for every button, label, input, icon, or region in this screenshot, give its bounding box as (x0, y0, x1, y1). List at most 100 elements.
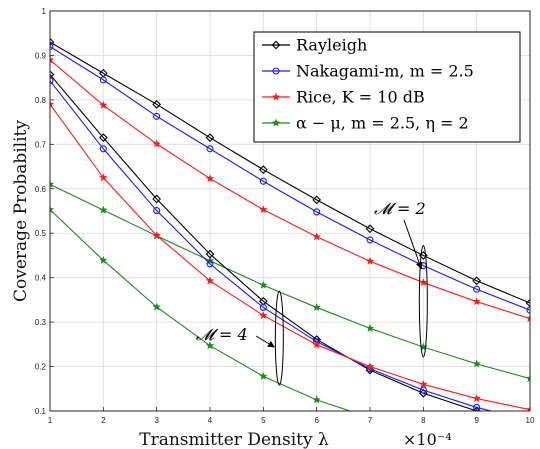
x-tick-label: 1 (48, 416, 53, 425)
data-point (99, 205, 108, 214)
y-tick-label: 0.8 (35, 96, 47, 105)
legend-entry-3: α − μ, m = 2.5, η = 2 (262, 114, 469, 133)
x-tick-label: 8 (421, 416, 426, 425)
legend: Rayleigh Nakagami-m, m = 2.5 Rice, K = 10 … (253, 31, 521, 143)
x-tick-label: 6 (314, 416, 319, 425)
x-tick-label: 3 (154, 416, 159, 425)
x-tick-label: 9 (474, 416, 479, 425)
plot-frame (49, 10, 531, 412)
data-point (152, 99, 162, 109)
data-point (152, 194, 162, 204)
legend-swatch-marker (271, 40, 281, 50)
legend-label: Rice, K = 10 dB (296, 88, 425, 107)
x-tick-label: 10 (526, 416, 535, 425)
series-line (50, 41, 530, 304)
data-point (419, 278, 428, 287)
group-ellipse-m2 (418, 244, 428, 358)
data-point (365, 362, 375, 371)
legend-entry-2: Rice, K = 10 dB (262, 88, 425, 107)
x-tick-label: 4 (208, 416, 213, 425)
series-7 (50, 205, 352, 411)
x-axis-title: Transmitter Density λ (139, 430, 329, 449)
data-point (313, 208, 321, 216)
data-point (50, 70, 55, 79)
data-point (99, 100, 108, 109)
legend-label: Nakagami-m, m = 2.5 (296, 62, 474, 81)
data-point (525, 405, 530, 411)
y-axis-title: Coverage Probability (11, 120, 31, 302)
data-point (312, 232, 321, 241)
data-point (50, 77, 54, 85)
axis-ticks: 1 2 3 4 5 6 7 8 9 10 0.1 0.2 0.3 0.4 0.5 0.6 0.7 0.8 0.9 1 (35, 7, 535, 425)
data-point (365, 256, 375, 265)
series-line (50, 74, 480, 411)
data-point (206, 145, 214, 153)
data-point (365, 323, 375, 332)
data-point (205, 249, 215, 259)
data-point (98, 133, 108, 143)
data-point (419, 386, 427, 394)
data-point (205, 341, 215, 350)
data-point (153, 207, 161, 215)
data-point (205, 174, 215, 183)
annotation-arrow-m2 (403, 219, 423, 270)
y-tick-label: 0.6 (35, 185, 47, 194)
data-point (50, 37, 55, 47)
group-ellipse-m4 (274, 290, 284, 386)
data-point (50, 99, 55, 108)
series-line (50, 183, 530, 380)
y-tick-label: 0.9 (35, 51, 47, 60)
data-point (99, 173, 108, 182)
data-point (206, 260, 214, 268)
data-point (259, 177, 267, 185)
data-point (473, 285, 481, 293)
series-line (50, 59, 530, 320)
y-tick-label: 0.4 (35, 274, 47, 283)
data-point (259, 280, 268, 289)
data-point (312, 302, 321, 312)
data-point (50, 55, 55, 64)
data-point (50, 43, 54, 51)
legend-swatch-marker (271, 92, 281, 101)
data-point (99, 145, 107, 153)
annotation-label-m2: 𝓜 = 2 (374, 199, 426, 218)
series-3 (50, 179, 530, 383)
data-point (365, 224, 375, 234)
y-tick-label: 0.2 (35, 363, 47, 372)
data-point (526, 306, 530, 314)
series-line (50, 104, 530, 411)
annotation-label-m4: 𝓜 = 4 (196, 325, 248, 344)
data-point (205, 276, 215, 285)
data-point (259, 371, 268, 380)
legend-entry-1: Nakagami-m, m = 2.5 (262, 62, 474, 81)
x-tick-label: 5 (261, 416, 266, 425)
y-tick-label: 0.7 (35, 140, 47, 149)
data-point (419, 379, 428, 388)
data-point (152, 230, 161, 240)
data-point (152, 302, 161, 311)
annotation-arrow-m4 (255, 335, 275, 348)
data-point (312, 340, 321, 349)
x-tick-label: 2 (101, 416, 106, 425)
series-1 (50, 43, 530, 314)
data-point (525, 374, 530, 383)
x-tick-label: 7 (368, 416, 373, 425)
data-point (312, 195, 322, 205)
data-point (50, 179, 55, 188)
y-tick-label: 0.5 (35, 229, 47, 238)
data-point (365, 365, 375, 375)
data-point (258, 165, 268, 175)
series-line (50, 209, 352, 411)
series-layer (50, 37, 530, 411)
data-point (366, 236, 374, 244)
data-point (525, 314, 530, 323)
x-axis-exponent: ×10⁻⁴ (403, 430, 452, 449)
series-2 (50, 55, 530, 323)
y-tick-label: 0.3 (35, 318, 47, 327)
data-point (259, 205, 268, 214)
legend-box (253, 31, 521, 143)
data-point (472, 276, 482, 286)
y-tick-label: 0.1 (35, 407, 47, 416)
data-point (50, 205, 55, 214)
